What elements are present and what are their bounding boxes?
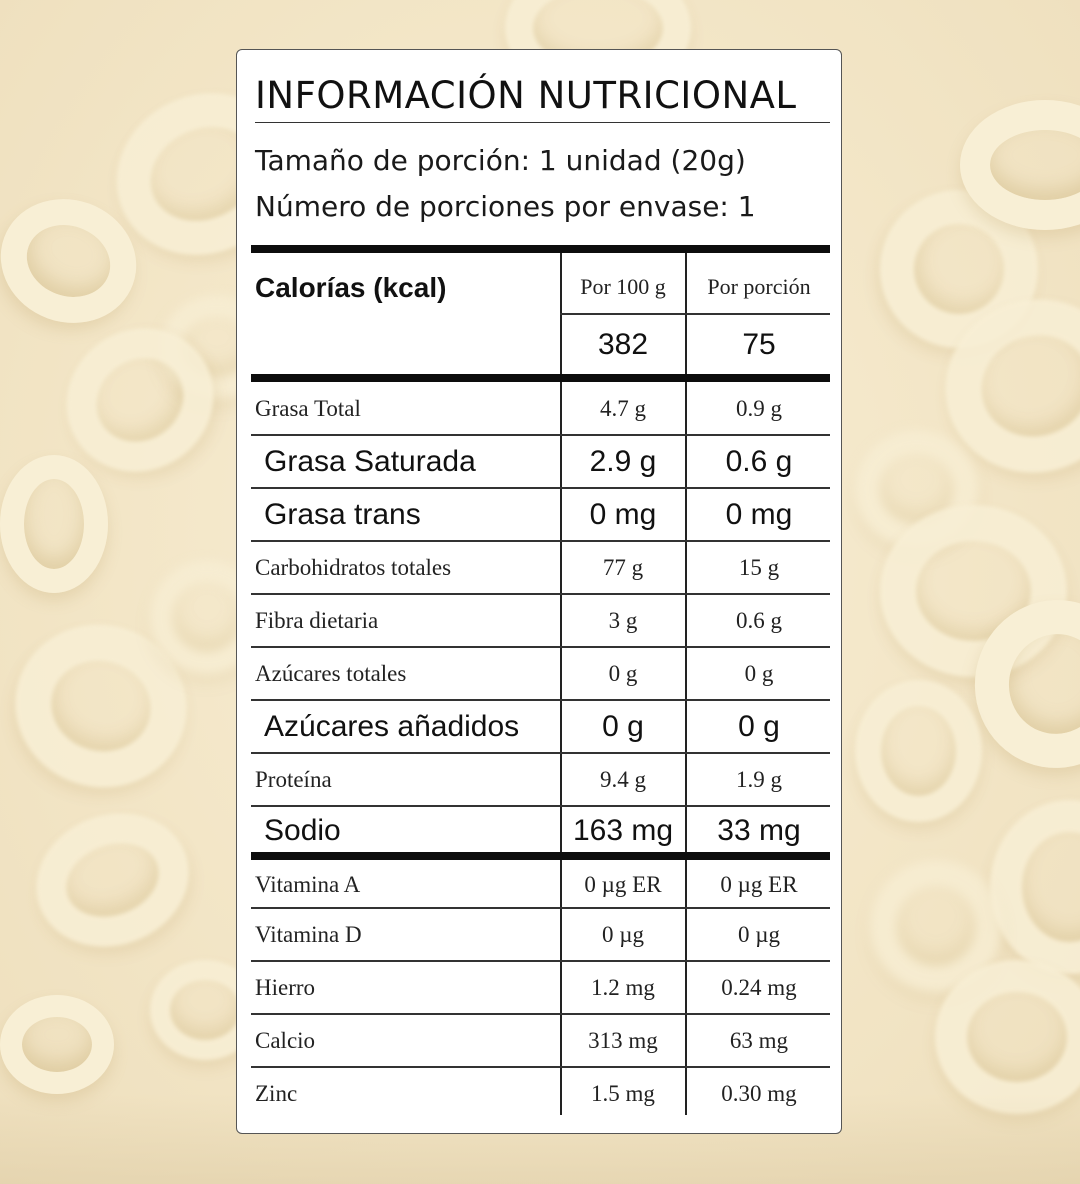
nutrient-per-100g: 4.7 g — [600, 396, 646, 421]
nutrient-per-100g: 0 mg — [589, 498, 657, 531]
micronutrient-name: Vitamina A — [255, 872, 361, 897]
nutrient-per-serving: 0.6 g — [725, 445, 793, 478]
nutrient-per-serving: 0.6 g — [736, 608, 782, 633]
micronutrient-per-serving: 0.30 mg — [721, 1081, 797, 1106]
column-header-per-100g: Por 100 g — [580, 274, 666, 299]
nutrient-per-100g: 163 mg — [572, 814, 674, 847]
row-divider — [251, 434, 830, 436]
micronutrient-row: Vitamina A 0 µg ER 0 µg ER — [237, 860, 841, 907]
row-divider — [251, 593, 830, 595]
micronutrient-name: Zinc — [255, 1081, 298, 1106]
column-divider — [685, 253, 687, 1115]
row-divider — [251, 752, 830, 754]
header-divider — [560, 313, 830, 315]
calories-per-100g: 382 — [597, 328, 649, 361]
micronutrient-row: Zinc 1.5 mg 0.30 mg — [237, 1067, 841, 1115]
calories-per-serving: 75 — [742, 328, 776, 361]
nutrient-row: Azúcares añadidos 0 g 0 g — [237, 700, 841, 752]
micronutrient-row: Vitamina D 0 µg 0 µg — [237, 908, 841, 960]
nutrition-facts-panel: INFORMACIÓN NUTRICIONAL Tamaño de porció… — [236, 49, 842, 1134]
nutrient-name: Grasa Total — [255, 396, 361, 421]
micronutrient-per-serving: 0 µg ER — [720, 872, 798, 897]
column-header-per-serving: Por porción — [707, 274, 811, 299]
nutrient-per-100g: 2.9 g — [589, 445, 657, 478]
nutrient-row: Proteína 9.4 g 1.9 g — [237, 753, 841, 805]
nutrient-row: Sodio 163 mg 33 mg — [237, 806, 841, 853]
row-divider — [251, 699, 830, 701]
micronutrient-row: Hierro 1.2 mg 0.24 mg — [237, 961, 841, 1013]
nutrient-name: Azúcares añadidos — [264, 710, 520, 743]
nutrient-row: Azúcares totales 0 g 0 g — [237, 647, 841, 699]
row-divider — [251, 805, 830, 807]
nutrient-per-serving: 15 g — [738, 555, 780, 580]
nutrient-name: Azúcares totales — [255, 661, 407, 686]
thick-rule — [251, 374, 830, 382]
nutrient-per-100g: 9.4 g — [600, 767, 646, 792]
nutrient-per-serving: 33 mg — [717, 814, 801, 847]
servings-per-container: Número de porciones por envase: 1 — [255, 190, 756, 223]
nutrient-row: Grasa trans 0 mg 0 mg — [237, 488, 841, 540]
micronutrient-per-100g: 0 µg — [601, 922, 644, 947]
nutrient-per-serving: 1.9 g — [736, 767, 782, 792]
nutrient-per-serving: 0 mg — [725, 498, 793, 531]
micronutrient-per-serving: 0.24 mg — [721, 975, 797, 1000]
nutrient-per-100g: 0 g — [608, 661, 638, 686]
thick-rule — [251, 852, 830, 860]
nutrient-name: Proteína — [255, 767, 332, 792]
nutrient-name: Grasa trans — [264, 498, 421, 531]
nutrient-row: Grasa Saturada 2.9 g 0.6 g — [237, 435, 841, 487]
micronutrient-per-serving: 0 µg — [737, 922, 780, 947]
row-divider — [251, 487, 830, 489]
nutrient-per-100g: 0 g — [602, 710, 644, 743]
micronutrient-name: Calcio — [255, 1028, 316, 1053]
nutrient-name: Fibra dietaria — [255, 608, 379, 633]
micronutrient-per-100g: 313 mg — [588, 1028, 658, 1053]
serving-size: Tamaño de porción: 1 unidad (20g) — [255, 144, 746, 177]
row-divider — [251, 540, 830, 542]
nutrient-row: Grasa Total 4.7 g 0.9 g — [237, 382, 841, 434]
nutrient-per-serving: 0 g — [738, 710, 780, 743]
nutrient-name: Sodio — [264, 814, 341, 847]
row-divider — [251, 907, 830, 909]
micronutrient-per-serving: 63 mg — [729, 1028, 789, 1053]
micronutrient-row: Calcio 313 mg 63 mg — [237, 1014, 841, 1066]
micronutrient-per-100g: 1.5 mg — [591, 1081, 655, 1106]
micronutrient-per-100g: 1.2 mg — [591, 975, 655, 1000]
calories-label: Calorías (kcal) — [255, 272, 447, 303]
micronutrient-name: Vitamina D — [255, 922, 362, 947]
micronutrient-name: Hierro — [255, 975, 316, 1000]
nutrient-per-serving: 0 g — [744, 661, 774, 686]
micronutrient-per-100g: 0 µg ER — [584, 872, 662, 897]
nutrient-row: Carbohidratos totales 77 g 15 g — [237, 541, 841, 593]
nutrient-name: Carbohidratos totales — [255, 555, 452, 580]
column-divider — [560, 253, 562, 1115]
row-divider — [251, 646, 830, 648]
nutrient-name: Grasa Saturada — [264, 445, 476, 478]
thick-rule — [251, 245, 830, 253]
nutrient-per-100g: 77 g — [602, 555, 644, 580]
nutrient-per-100g: 3 g — [608, 608, 638, 633]
label-title: INFORMACIÓN NUTRICIONAL — [255, 72, 830, 123]
row-divider — [251, 1013, 830, 1015]
nutrient-row: Fibra dietaria 3 g 0.6 g — [237, 594, 841, 646]
row-divider — [251, 960, 830, 962]
row-divider — [251, 1066, 830, 1068]
nutrient-per-serving: 0.9 g — [736, 396, 782, 421]
